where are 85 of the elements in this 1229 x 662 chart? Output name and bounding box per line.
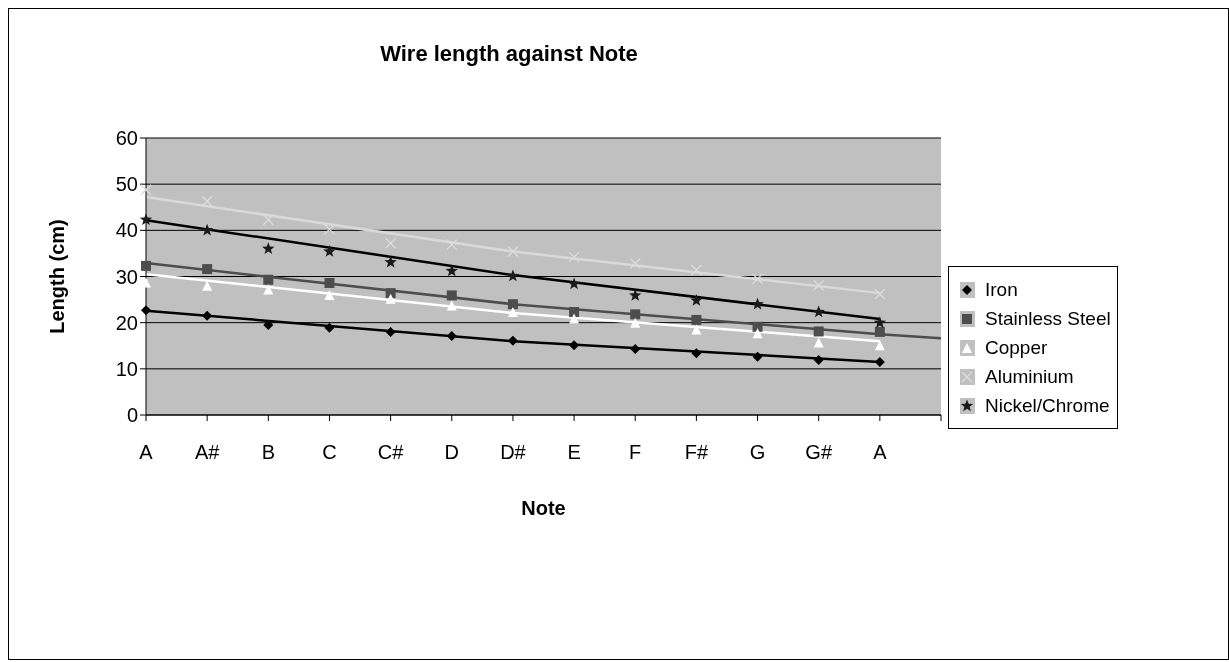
point (506, 269, 520, 282)
legend-label: Iron (984, 277, 1019, 302)
point (629, 257, 641, 270)
point (141, 260, 151, 271)
point (569, 313, 580, 324)
point (691, 314, 702, 325)
point (752, 321, 763, 332)
point (139, 213, 153, 225)
point (874, 326, 885, 337)
point (752, 351, 763, 362)
point (324, 322, 335, 333)
y-tick-label: 20 (115, 311, 138, 334)
legend-label: Nickel/Chrome (984, 393, 1111, 418)
y-tick-label: 10 (115, 357, 138, 380)
x-tick-label: C (322, 441, 337, 464)
point (630, 317, 641, 328)
point (446, 239, 458, 251)
point (384, 237, 397, 249)
point (384, 255, 397, 268)
legend-label: Copper (984, 335, 1049, 360)
point (263, 274, 274, 285)
x-tick-label: G# (805, 441, 833, 464)
x-tick-label: F# (684, 441, 709, 464)
point (446, 290, 457, 301)
point (873, 316, 887, 328)
point (324, 289, 335, 300)
point (262, 214, 274, 226)
point (141, 305, 151, 316)
x-tick-label: D (444, 441, 459, 464)
point (567, 277, 581, 290)
point (751, 273, 764, 285)
point (568, 251, 580, 263)
point (630, 309, 641, 320)
x-tick-label: A# (194, 441, 221, 464)
y-tick-label: 50 (115, 173, 138, 196)
point (201, 195, 213, 207)
x-tick-label: A (139, 441, 154, 464)
y-tick-label: 40 (115, 219, 138, 242)
point (569, 340, 580, 351)
chart-title: Wire length against Note (379, 41, 639, 67)
point (874, 340, 885, 351)
point (690, 294, 703, 306)
point (691, 324, 702, 335)
point (385, 288, 396, 299)
point (507, 299, 518, 310)
point (569, 307, 580, 318)
point (324, 277, 335, 288)
point (874, 288, 886, 300)
point (385, 326, 396, 337)
point (507, 335, 518, 346)
point (752, 328, 763, 339)
legend-label: Stainless Steel (984, 306, 1111, 331)
x-tick-label: A (873, 441, 888, 464)
y-axis-title: Length (cm) (46, 219, 69, 334)
point (691, 348, 702, 359)
point (813, 326, 824, 337)
x-tick-label: G (749, 441, 766, 464)
x-tick-label: E (567, 441, 581, 464)
x-tick-label: B (261, 441, 275, 464)
y-tick-label: 30 (115, 265, 138, 288)
x-tick-label: F (629, 441, 642, 464)
point (446, 300, 457, 311)
point (812, 305, 825, 318)
point (629, 288, 642, 301)
y-tick-label: 60 (115, 127, 138, 150)
point (630, 343, 641, 354)
legend-label: Aluminium (984, 364, 1075, 389)
point (445, 264, 458, 277)
point (323, 245, 336, 257)
point (813, 355, 824, 366)
point (202, 310, 213, 321)
y-tick-label: 0 (126, 404, 138, 427)
point (263, 284, 274, 295)
x-tick-label: C# (377, 441, 405, 464)
point (813, 279, 825, 291)
point (751, 297, 764, 310)
point (813, 337, 824, 348)
point (385, 293, 396, 304)
x-axis-title: Note (521, 497, 566, 519)
point (202, 264, 213, 275)
point (507, 307, 518, 318)
point (200, 223, 214, 236)
point (262, 242, 275, 255)
x-tick-label: D# (500, 441, 527, 464)
point (507, 245, 519, 258)
